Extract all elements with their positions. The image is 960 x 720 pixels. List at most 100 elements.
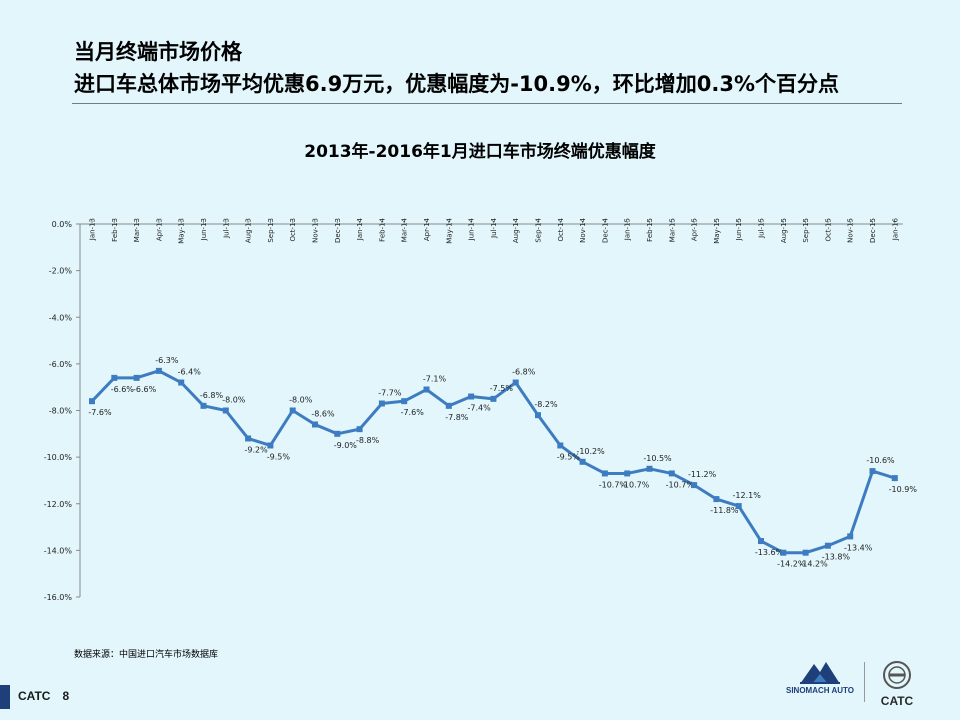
x-tick-label: Sep-14 (535, 217, 543, 242)
sinomach-mountain-icon (800, 662, 840, 684)
data-label: -8.0% (289, 396, 313, 405)
x-tick-label: Jun-14 (468, 217, 476, 241)
footer: CATC 8 (18, 689, 81, 703)
x-tick-label: Oct-13 (289, 218, 297, 242)
y-tick-label: -6.0% (49, 360, 73, 369)
x-tick-label: Aug-14 (512, 217, 520, 243)
data-label: -14.2% (799, 560, 828, 569)
data-label: -10.7% (621, 480, 650, 489)
data-label: -10.7% (666, 480, 695, 489)
data-point (713, 496, 720, 503)
y-tick-label: -14.0% (44, 546, 73, 555)
data-point (200, 402, 207, 409)
title-divider (72, 103, 902, 104)
data-point (535, 412, 541, 419)
data-point (579, 458, 586, 465)
x-tick-label: Dec-14 (601, 217, 609, 243)
x-tick-label: Nov-13 (312, 218, 320, 243)
data-label: -9.5% (267, 452, 291, 461)
x-tick-label: Aug-13 (245, 218, 253, 243)
data-label: -7.5% (490, 384, 514, 393)
data-label: -9.5% (557, 452, 581, 461)
x-tick-label: May-13 (178, 218, 186, 244)
x-tick-label: Jan-16 (891, 217, 899, 241)
source-note: 数据来源：中国进口汽车市场数据库 (74, 650, 219, 660)
data-label: -8.8% (356, 436, 380, 445)
page-number: 8 (62, 689, 70, 703)
x-tick-label: Jun-13 (200, 218, 208, 241)
data-point (557, 442, 564, 449)
data-label: -13.6% (755, 548, 784, 557)
data-label: -10.9% (889, 485, 918, 494)
data-point (468, 393, 475, 400)
footer-accent-bar (0, 685, 10, 709)
y-tick-label: -8.0% (49, 407, 73, 416)
y-tick-label: -2.0% (49, 267, 73, 276)
data-point (847, 533, 854, 540)
x-tick-label: Aug-15 (780, 218, 788, 243)
data-label: -7.6% (88, 408, 112, 417)
x-tick-label: Dec-15 (869, 218, 877, 243)
data-label: -8.0% (222, 396, 246, 405)
subheadline: 进口车总体市场平均优惠6.9万元，优惠幅度为-10.9%，环比增加0.3%个百分… (74, 72, 840, 96)
data-point (401, 398, 408, 405)
data-point (646, 465, 653, 472)
x-tick-label: Dec-13 (334, 218, 342, 243)
x-tick-label: May-15 (713, 218, 721, 244)
x-tick-label: Apr-14 (423, 217, 431, 241)
data-label: -9.0% (334, 441, 358, 450)
data-label: -6.4% (178, 368, 202, 377)
data-label: -10.7% (599, 480, 628, 489)
data-label: -10.2% (576, 447, 605, 456)
data-label: -6.8% (512, 368, 536, 377)
sinomach-logo: SINOMACH AUTO (780, 658, 860, 706)
x-tick-label: Oct-14 (557, 217, 565, 241)
data-label: -8.2% (534, 400, 558, 409)
x-tick-label: Oct-15 (824, 218, 832, 242)
data-label: -14.2% (777, 560, 806, 569)
x-tick-label: Jul-15 (758, 218, 766, 239)
data-label: -7.7% (378, 389, 402, 398)
catc-logo: CATC (872, 660, 922, 708)
x-tick-label: Feb-13 (111, 218, 119, 242)
x-tick-label: Mar-14 (401, 217, 409, 242)
x-tick-label: Mar-13 (133, 218, 141, 242)
x-tick-label: Apr-15 (691, 218, 699, 241)
data-point (735, 503, 742, 510)
catc-logo-text: CATC (880, 694, 914, 708)
footer-org: CATC (18, 689, 51, 703)
data-point (802, 549, 809, 556)
data-label: -12.1% (733, 491, 762, 500)
x-tick-label: Mar-15 (668, 218, 676, 242)
data-point (891, 475, 898, 482)
data-label: -7.6% (401, 408, 425, 417)
data-label: -7.1% (423, 375, 447, 384)
slide-title: 当月终端市场价格 进口车总体市场平均优惠6.9万元，优惠幅度为-10.9%，环比… (74, 36, 839, 100)
data-point (245, 435, 252, 442)
x-tick-label: Jul-13 (222, 218, 230, 239)
sinomach-logo-text: SINOMACH AUTO (786, 686, 854, 695)
data-label: -6.3% (155, 356, 179, 365)
data-label: -10.6% (866, 456, 895, 465)
data-point (691, 482, 698, 489)
data-point (267, 442, 274, 449)
data-label: -7.4% (467, 404, 491, 413)
y-tick-label: -12.0% (44, 500, 73, 509)
x-tick-label: Feb-14 (378, 217, 386, 241)
data-label: -7.8% (445, 413, 469, 422)
x-tick-label: Apr-13 (155, 218, 163, 241)
x-tick-label: Jun-15 (735, 218, 743, 241)
data-point (155, 367, 162, 374)
data-point (758, 538, 764, 545)
data-point (133, 374, 140, 381)
x-tick-label: Jan-13 (89, 218, 97, 241)
y-tick-label: -16.0% (44, 593, 73, 602)
data-label: -11.8% (710, 506, 739, 515)
x-tick-label: Jan-15 (624, 218, 632, 241)
data-point (824, 542, 831, 549)
x-tick-label: May-14 (445, 217, 453, 243)
x-tick-label: Jan-14 (356, 217, 364, 241)
data-point (601, 470, 608, 477)
data-point (668, 470, 675, 477)
